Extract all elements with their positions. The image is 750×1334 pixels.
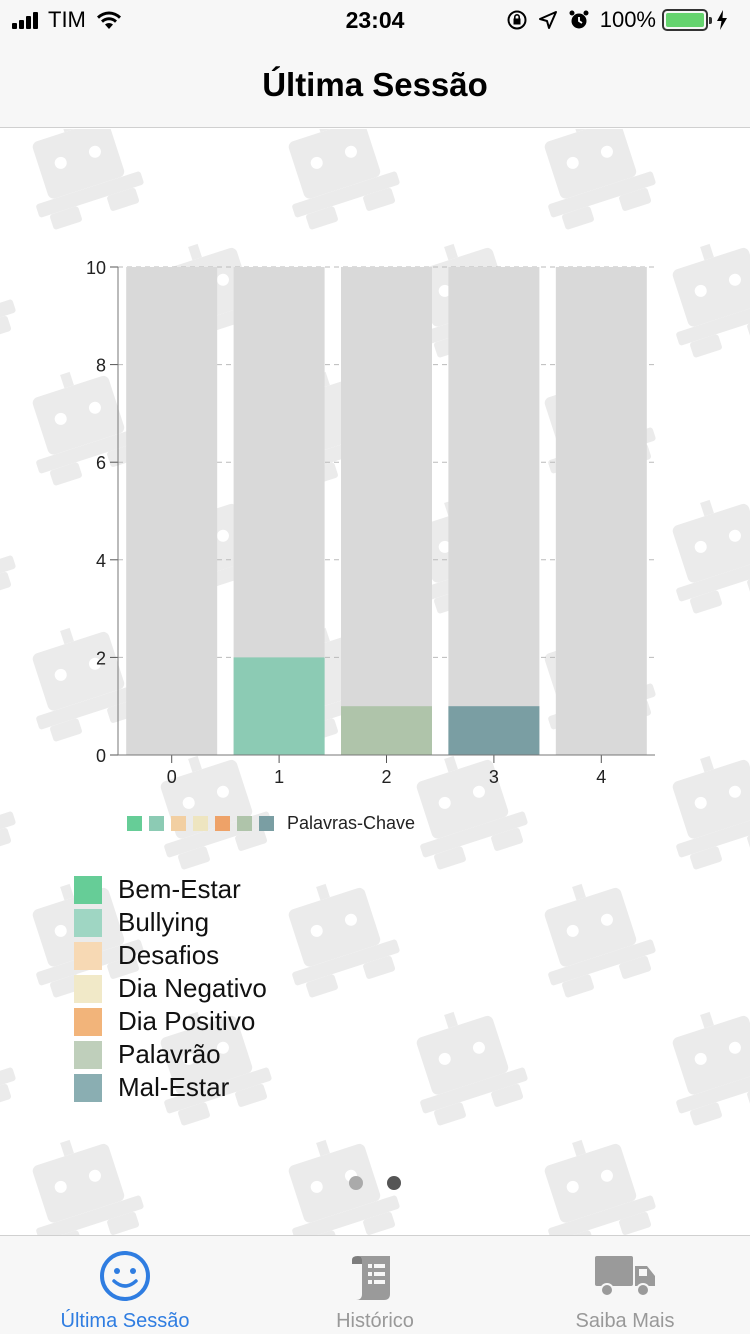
- bar-background: [448, 267, 540, 755]
- legend-item: Palavrão: [74, 1038, 267, 1071]
- keyword-bar-chart: 0 2 4 6 8 10 0 1 2 3 4: [86, 258, 655, 787]
- wifi-icon: [96, 11, 121, 29]
- robot-watermark: [544, 883, 656, 998]
- carrier-name: TIM: [48, 7, 86, 32]
- navigation-bar: Última Sessão: [0, 40, 750, 128]
- legend-item: Dia Positivo: [74, 1005, 267, 1038]
- chart-legend-swatch: [171, 816, 186, 831]
- legend-swatch: [74, 974, 102, 1003]
- page-dot[interactable]: [387, 1176, 401, 1190]
- tab-historico[interactable]: Histórico: [250, 1236, 500, 1334]
- keyword-legend: Bem-Estar Bullying Desafios Dia Negativo Dia…: [74, 873, 267, 1104]
- y-tick-label: 8: [96, 356, 106, 376]
- x-tick-label: 4: [596, 767, 606, 787]
- bar-segment: [448, 706, 540, 755]
- robot-watermark: [0, 811, 16, 858]
- legend-label: Palavrão: [118, 1039, 221, 1069]
- chart-legend-swatch: [127, 816, 142, 831]
- legend-label: Dia Negativo: [118, 973, 267, 1003]
- bar-segment: [233, 657, 325, 755]
- y-tick-label: 10: [86, 258, 106, 278]
- robot-watermark: [416, 755, 528, 870]
- battery-percent: 100%: [599, 7, 656, 32]
- bar-background: [555, 267, 647, 755]
- legend-swatch: [74, 1007, 102, 1036]
- legend-swatch: [74, 1040, 102, 1069]
- status-bar: TIM 23:04 100%: [0, 0, 750, 40]
- chart-legend-label: Palavras-Chave: [287, 813, 416, 833]
- chart-legend-swatch: [215, 816, 230, 831]
- signal-icon: [12, 11, 40, 29]
- legend-item: Dia Negativo: [74, 972, 267, 1005]
- chart-legend-swatch: [237, 816, 252, 831]
- chart-legend-swatch: [149, 816, 164, 831]
- legend-swatch: [74, 1073, 102, 1102]
- legend-swatch: [74, 941, 102, 970]
- robot-watermark: [0, 299, 16, 346]
- truck-icon: [595, 1256, 655, 1297]
- robot-watermark: [32, 371, 144, 486]
- robot-watermark: [672, 499, 750, 614]
- tab-saiba-mais[interactable]: Saiba Mais: [500, 1236, 750, 1334]
- robot-watermark: [160, 1011, 272, 1126]
- page-dot[interactable]: [349, 1176, 363, 1190]
- x-tick-label: 3: [489, 767, 499, 787]
- robot-watermark: [288, 883, 400, 998]
- x-tick-label: 0: [167, 767, 177, 787]
- robot-watermark: [672, 1011, 750, 1126]
- tab-ultima-sessao[interactable]: Última Sessão: [0, 1236, 250, 1334]
- tab-bar: Última Sessão Histórico Saiba Mais: [0, 1235, 750, 1334]
- y-tick-label: 2: [96, 648, 106, 668]
- charging-icon: [717, 10, 727, 30]
- chart-legend: Palavras-Chave: [127, 813, 415, 834]
- clock: 23:04: [345, 7, 405, 33]
- legend-label: Bem-Estar: [118, 874, 241, 904]
- y-tick-label: 0: [96, 746, 106, 766]
- bar-background: [341, 267, 432, 755]
- x-tick-label: 2: [381, 767, 391, 787]
- robot-watermark: [32, 1139, 144, 1235]
- legend-item: Mal-Estar: [74, 1071, 267, 1104]
- robot-watermark: [672, 755, 750, 870]
- alarm-icon: [569, 10, 589, 29]
- page-title: Última Sessão: [262, 66, 488, 103]
- robot-watermark: [544, 1139, 656, 1235]
- battery-icon: [662, 9, 712, 31]
- tab-label: Histórico: [336, 1310, 414, 1332]
- legend-swatch: [74, 875, 102, 904]
- status-left: TIM: [12, 7, 122, 33]
- chart-legend-swatch: [259, 816, 274, 831]
- robot-watermark: [0, 1067, 16, 1114]
- legend-item: Bem-Estar: [74, 873, 267, 906]
- legend-swatch: [74, 908, 102, 937]
- robot-watermark: [32, 129, 144, 230]
- chart-legend-swatch: [193, 816, 208, 831]
- y-tick-label: 6: [96, 453, 106, 473]
- robot-watermark: [288, 129, 400, 230]
- legend-item: Bullying: [74, 906, 267, 939]
- location-icon: [538, 11, 557, 29]
- legend-label: Dia Positivo: [118, 1006, 256, 1036]
- bar-background: [126, 267, 218, 755]
- x-tick-label: 1: [274, 767, 284, 787]
- legend-label: Desafios: [118, 940, 220, 970]
- orientation-lock-icon: [507, 10, 527, 30]
- page-indicator[interactable]: [0, 1176, 750, 1190]
- tab-label: Última Sessão: [60, 1310, 190, 1332]
- status-right: 100%: [506, 7, 738, 33]
- smiley-icon: [100, 1251, 150, 1301]
- legend-label: Mal-Estar: [118, 1072, 230, 1102]
- legend-item: Desafios: [74, 939, 267, 972]
- y-tick-label: 4: [96, 551, 106, 571]
- legend-label: Bullying: [118, 907, 210, 937]
- document-icon: [352, 1256, 390, 1300]
- robot-watermark: [288, 1139, 400, 1235]
- robot-watermark: [544, 129, 656, 230]
- robot-watermark: [0, 555, 16, 602]
- robot-watermark: [672, 243, 750, 358]
- content-area[interactable]: 0 2 4 6 8 10 0 1 2 3 4 Palavras-Chave Bem-Estar Bul…: [0, 129, 750, 1235]
- robot-watermark: [416, 1011, 528, 1126]
- bar-segment: [341, 706, 432, 755]
- tab-label: Saiba Mais: [575, 1310, 675, 1332]
